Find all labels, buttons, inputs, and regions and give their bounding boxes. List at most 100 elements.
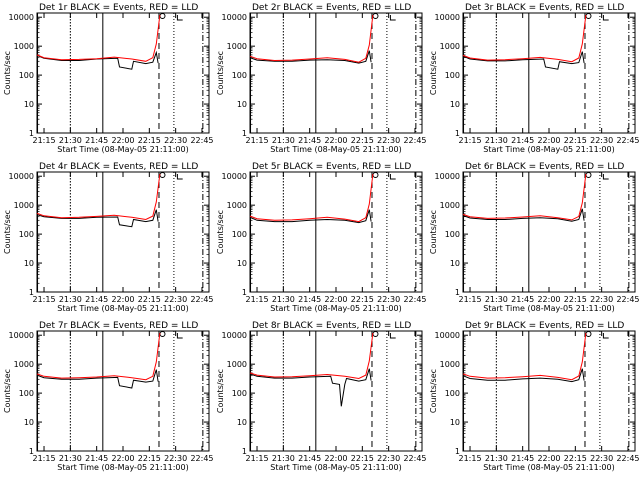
x-tick-label: 22:30 (164, 454, 187, 463)
x-tick-label: 21:45 (298, 295, 321, 304)
x-tick-label: 22:45 (403, 454, 426, 463)
y-tick-label: 1000 (14, 42, 34, 51)
x-tick-label: 22:00 (324, 136, 347, 145)
x-tick-label: 22:15 (564, 295, 587, 304)
panel-title: Det 9r BLACK = Events, RED = LLD (465, 321, 624, 331)
x-tick-label: 22:45 (403, 136, 426, 145)
y-tick-label: 1 (455, 288, 460, 297)
corner-marker (176, 174, 183, 180)
panel-title: Det 7r BLACK = Events, RED = LLD (39, 321, 198, 331)
x-tick-label: 22:15 (564, 136, 587, 145)
series-line-lld (249, 332, 374, 380)
x-axis-title: Start Time (08-May-05 21:11:00) (483, 304, 614, 313)
y-tick-label: 1000 (440, 42, 460, 51)
y-tick-label: 10000 (9, 331, 34, 340)
x-tick-label: 21:45 (85, 295, 108, 304)
peak-marker (372, 13, 379, 20)
panel-title: Det 4r BLACK = Events, RED = LLD (39, 162, 198, 172)
x-tick-label: 21:45 (298, 136, 321, 145)
panel-det-9r: Det 9r BLACK = Events, RED = LLD 1 10 100 10… (429, 321, 640, 472)
y-tick-label: 1000 (227, 201, 247, 210)
y-tick-label: 100 (232, 230, 247, 239)
x-tick-label: 21:30 (272, 136, 295, 145)
peak-marker (159, 331, 166, 338)
x-tick-label: 22:00 (324, 454, 347, 463)
x-tick-label: 21:15 (245, 136, 268, 145)
y-axis-title: Counts/sec (3, 210, 12, 254)
x-tick-label: 22:45 (190, 295, 213, 304)
y-tick-label: 10 (237, 418, 247, 427)
peak-marker (372, 172, 379, 179)
x-tick-label: 22:00 (111, 454, 134, 463)
panel-det-2r: Det 2r BLACK = Events, RED = LLD 1 10 100 10… (216, 3, 427, 154)
y-tick-label: 100 (19, 71, 34, 80)
x-tick-label: 22:45 (190, 454, 213, 463)
peak-marker (585, 13, 592, 20)
series-line-lld (249, 14, 374, 63)
series-line-events (249, 209, 372, 224)
y-tick-label: 1000 (227, 360, 247, 369)
y-tick-label: 10 (237, 100, 247, 109)
panel-det-3r: Det 3r BLACK = Events, RED = LLD 1 10 100 10… (429, 3, 640, 154)
plot-frame (462, 171, 636, 293)
peak-marker (585, 172, 592, 179)
x-tick-label: 22:45 (403, 295, 426, 304)
x-axis-title: Start Time (08-May-05 21:11:00) (270, 304, 401, 313)
x-tick-label: 22:15 (351, 295, 374, 304)
series-line-lld (462, 332, 587, 381)
series-line-events (249, 368, 372, 407)
y-tick-label: 100 (19, 230, 34, 239)
y-tick-label: 10 (24, 259, 34, 268)
x-tick-label: 22:45 (616, 295, 639, 304)
x-tick-label: 21:30 (272, 295, 295, 304)
panel-title: Det 2r BLACK = Events, RED = LLD (252, 3, 411, 13)
series-line-lld (36, 173, 161, 221)
y-tick-label: 10000 (9, 172, 34, 181)
y-axis-title: Counts/sec (3, 369, 12, 413)
x-tick-label: 22:15 (138, 454, 161, 463)
x-axis-title: Start Time (08-May-05 21:11:00) (483, 145, 614, 154)
panel-title: Det 8r BLACK = Events, RED = LLD (252, 321, 411, 331)
peak-marker (159, 13, 166, 20)
y-tick-label: 1 (242, 288, 247, 297)
y-tick-label: 1000 (227, 42, 247, 51)
y-axis-title: Counts/sec (216, 369, 225, 413)
x-tick-label: 21:15 (32, 295, 55, 304)
series-line-events (462, 51, 585, 70)
plot-frame (462, 330, 636, 452)
y-tick-label: 1 (29, 288, 34, 297)
corner-marker (389, 333, 396, 339)
corner-marker (602, 15, 609, 21)
y-tick-label: 100 (19, 389, 34, 398)
x-axis-title: Start Time (08-May-05 21:11:00) (270, 463, 401, 472)
x-axis-title: Start Time (08-May-05 21:11:00) (270, 145, 401, 154)
x-tick-label: 21:30 (485, 136, 508, 145)
y-tick-label: 10000 (222, 172, 247, 181)
y-tick-label: 1 (455, 129, 460, 138)
y-tick-label: 10000 (435, 13, 460, 22)
x-tick-label: 22:00 (324, 295, 347, 304)
peak-marker (159, 172, 166, 179)
x-tick-label: 22:00 (537, 295, 560, 304)
x-tick-label: 21:45 (511, 295, 534, 304)
panel-det-8r: Det 8r BLACK = Events, RED = LLD 1 10 100 10… (216, 321, 427, 472)
x-axis-title: Start Time (08-May-05 21:11:00) (57, 304, 188, 313)
y-tick-label: 10 (24, 418, 34, 427)
panel-det-7r: Det 7r BLACK = Events, RED = LLD 1 10 100 10… (3, 321, 214, 472)
y-axis-title: Counts/sec (429, 51, 438, 95)
y-tick-label: 1000 (440, 201, 460, 210)
x-tick-label: 22:30 (377, 454, 400, 463)
y-tick-label: 1 (455, 447, 460, 456)
panel-det-1r: Det 1r BLACK = Events, RED = LLD 1 10 100 10… (3, 3, 214, 154)
x-tick-label: 22:45 (616, 454, 639, 463)
y-tick-label: 1000 (440, 360, 460, 369)
plot-frame (462, 12, 636, 134)
x-tick-label: 22:30 (377, 136, 400, 145)
series-line-events (36, 209, 159, 228)
panel-det-4r: Det 4r BLACK = Events, RED = LLD 1 10 100 10… (3, 162, 214, 313)
y-tick-label: 1 (29, 129, 34, 138)
x-tick-label: 22:00 (111, 295, 134, 304)
y-tick-label: 10000 (435, 172, 460, 181)
x-tick-label: 22:15 (138, 136, 161, 145)
